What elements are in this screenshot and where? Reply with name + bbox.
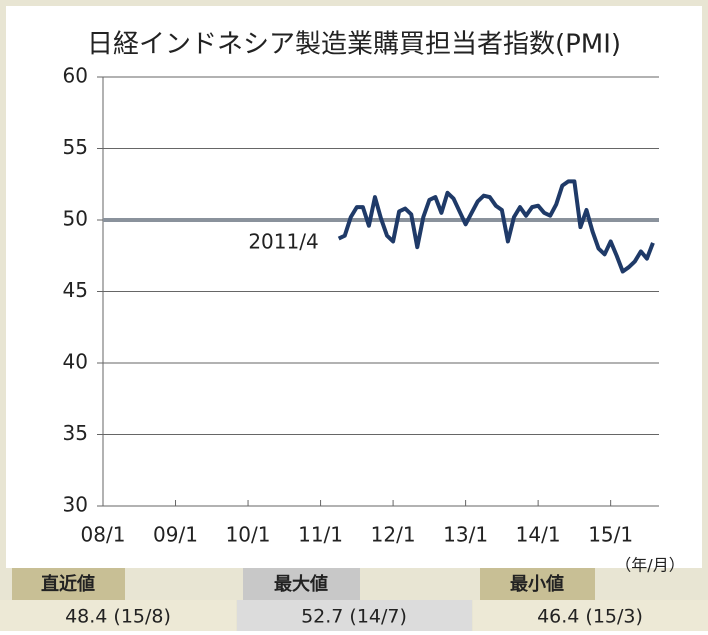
chart-title: 日経インドネシア製造業購買担当者指数(PMI) (87, 30, 621, 60)
summary-header (243, 568, 360, 600)
x-tick-label: 09/1 (153, 523, 198, 547)
x-tick-label: 10/1 (226, 523, 271, 547)
summary-value: 52.7 (14/7) (301, 606, 407, 628)
reference-label: 2011/4 (248, 230, 318, 254)
summary-value: 48.4 (15/8) (65, 606, 171, 628)
x-tick-label: 12/1 (371, 523, 416, 547)
x-unit: （年/月） (615, 556, 684, 575)
summary-cell (473, 600, 708, 631)
y-tick-label: 45 (63, 278, 88, 302)
y-tick-label: 35 (63, 421, 88, 445)
summary-label: 最小値 (510, 573, 564, 595)
x-tick-label: 11/1 (298, 523, 343, 547)
summary-header (12, 568, 125, 600)
summary-cell (237, 600, 472, 631)
x-tick-label: 08/1 (81, 523, 126, 547)
summary-label: 直近値 (41, 573, 95, 595)
y-tick-label: 40 (63, 350, 88, 374)
x-tick-label: 14/1 (516, 523, 561, 547)
summary-cell (0, 600, 236, 631)
summary-header (480, 568, 595, 600)
y-tick-label: 60 (63, 64, 88, 88)
y-tick-label: 30 (63, 493, 88, 517)
x-tick-label: 15/1 (588, 523, 633, 547)
summary-label: 最大値 (274, 573, 328, 595)
summary-value: 46.4 (15/3) (537, 606, 643, 628)
y-tick-label: 50 (63, 207, 88, 231)
x-tick-label: 13/1 (443, 523, 488, 547)
panel (6, 6, 702, 568)
y-tick-label: 55 (63, 135, 88, 159)
data-line (337, 179, 655, 274)
